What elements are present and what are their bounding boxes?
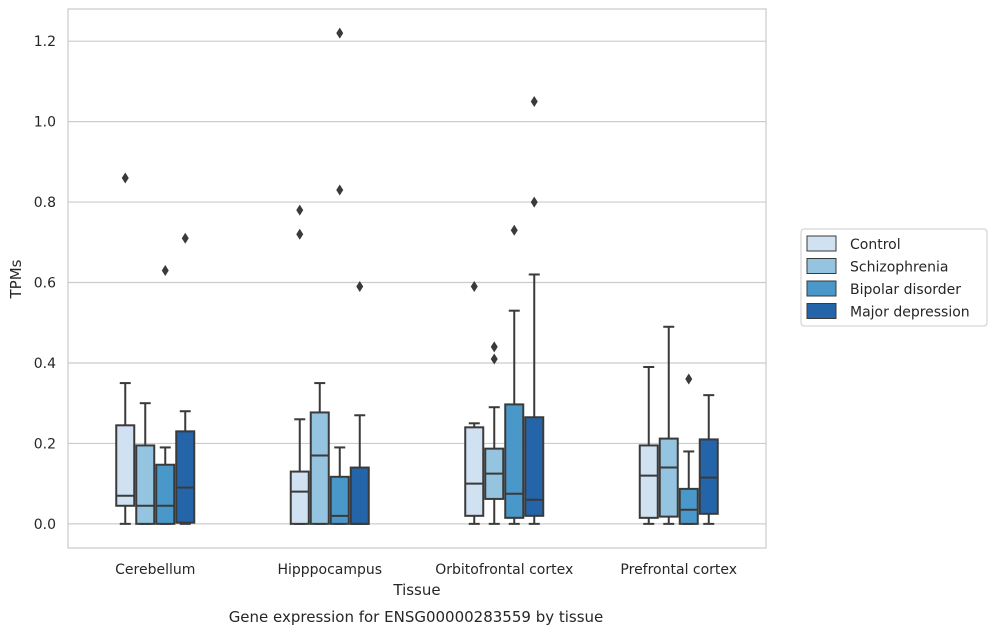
outlier-point — [336, 184, 344, 196]
box-body — [698, 438, 719, 515]
outlier-point — [161, 264, 169, 276]
outlier-point — [181, 232, 189, 244]
box-schizophrenia — [658, 325, 679, 525]
box-major-depression — [524, 96, 545, 525]
box-control — [289, 204, 310, 525]
outlier-point — [530, 96, 538, 108]
box-plots — [115, 27, 719, 525]
x-axis-label: Tissue — [392, 581, 440, 599]
outlier-point — [510, 224, 518, 236]
outlier-point — [296, 228, 304, 240]
outlier-point — [490, 353, 498, 365]
y-tick-label: 0.8 — [34, 195, 56, 211]
legend-label: Control — [850, 237, 901, 253]
legend-label: Bipolar disorder — [850, 282, 961, 298]
box-control — [115, 172, 136, 525]
x-tick-label: Cerebellum — [115, 562, 195, 578]
box-major-depression — [175, 232, 196, 525]
y-tick-label: 1.0 — [34, 115, 56, 131]
legend-swatch — [806, 280, 837, 297]
box-body — [135, 444, 156, 525]
box-major-depression — [698, 394, 719, 525]
outlier-point — [336, 27, 344, 39]
box-body — [175, 430, 196, 524]
box-bipolar-disorder — [504, 224, 525, 525]
box-major-depression — [349, 281, 370, 525]
legend-swatch — [806, 235, 837, 252]
figure-caption: Gene expression for ENSG00000283559 by t… — [229, 608, 604, 626]
box-body — [658, 437, 679, 518]
legend-swatch — [806, 303, 837, 319]
y-axis-label: TPMs — [7, 259, 25, 299]
box-bipolar-disorder — [155, 264, 176, 525]
legend: Control Schizophrenia Bipolar disorder Majo… — [800, 228, 988, 327]
box-body — [115, 424, 136, 507]
y-tick-label: 1.2 — [34, 34, 56, 50]
y-tick-label: 0.0 — [34, 517, 56, 533]
box-body — [504, 403, 525, 519]
outlier-point — [470, 281, 478, 293]
x-tick-label: Hipppocampus — [277, 562, 382, 578]
box-schizophrenia — [484, 341, 505, 525]
outlier-point — [530, 196, 538, 208]
box-body — [309, 411, 330, 525]
plot-frame — [67, 8, 767, 549]
legend-swatch — [806, 258, 837, 274]
y-tick-label: 0.4 — [34, 356, 56, 372]
legend-frame — [800, 228, 988, 327]
box-control — [638, 365, 659, 525]
x-tick-label: Orbitofrontal cortex — [435, 562, 573, 578]
box-body — [638, 444, 659, 519]
box-schizophrenia — [309, 382, 330, 525]
box-body — [678, 487, 699, 525]
x-axis-ticks: Cerebellum Hipppocampus Orbitofrontal cort… — [115, 562, 737, 578]
box-bipolar-disorder — [678, 373, 699, 525]
outlier-point — [356, 281, 364, 293]
outlier-point — [490, 341, 498, 353]
legend-items: Control Schizophrenia Bipolar disorder Majo… — [806, 235, 970, 321]
box-body — [329, 475, 350, 525]
box-body — [289, 470, 310, 525]
legend-label: Schizophrenia — [850, 260, 948, 276]
box-body — [524, 416, 545, 517]
y-tick-label: 0.2 — [34, 436, 56, 452]
outlier-point — [121, 172, 129, 184]
outlier-point — [685, 373, 693, 385]
y-tick-label: 0.6 — [34, 276, 56, 292]
box-body — [349, 466, 370, 525]
outlier-point — [296, 204, 304, 216]
box-control — [464, 281, 485, 525]
box-body — [155, 463, 176, 525]
y-axis-ticks: 0.0 0.2 0.4 0.6 0.8 1.0 1.2 — [34, 34, 56, 533]
box-schizophrenia — [135, 402, 156, 525]
box-bipolar-disorder — [329, 27, 350, 525]
x-tick-label: Prefrontal cortex — [620, 562, 737, 578]
box-body — [464, 426, 485, 517]
legend-label: Major depression — [850, 305, 970, 321]
